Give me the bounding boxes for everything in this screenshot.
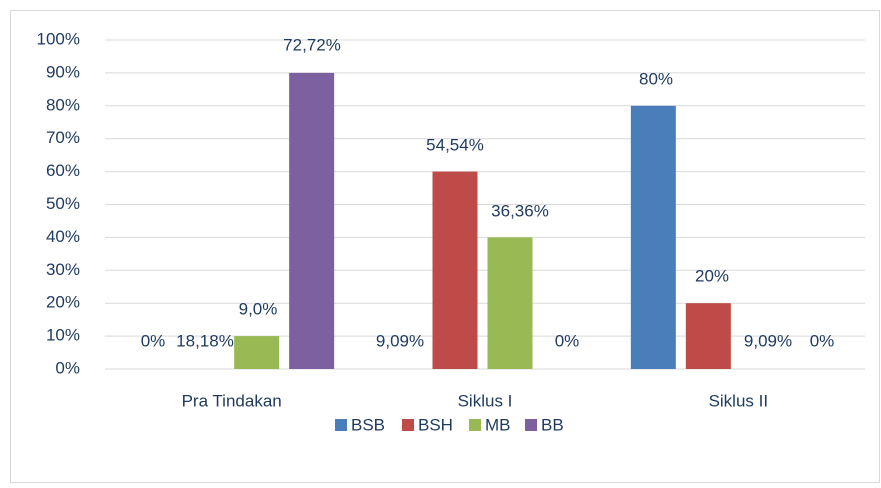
data-label: 72,72%: [283, 35, 341, 54]
x-tick-label: Siklus I: [458, 391, 513, 410]
legend-label: MB: [485, 415, 511, 434]
legend-swatch: [525, 419, 537, 431]
x-tick-label: Siklus II: [709, 391, 769, 410]
legend-swatch: [402, 419, 414, 431]
bar: [630, 105, 676, 370]
y-tick-label: 60%: [46, 161, 80, 180]
y-tick-label: 50%: [46, 194, 80, 213]
bar: [685, 303, 731, 369]
data-label: 9,09%: [376, 331, 424, 350]
data-label: 0%: [141, 331, 166, 350]
y-tick-label: 40%: [46, 227, 80, 246]
data-label: 9,0%: [239, 299, 278, 318]
legend-swatch: [469, 419, 481, 431]
x-tick-label: Pra Tindakan: [182, 391, 282, 410]
y-tick-label: 90%: [46, 62, 80, 81]
legend-label: BB: [541, 415, 564, 434]
bar: [289, 72, 335, 370]
data-label: 0%: [810, 331, 835, 350]
legend-swatch: [335, 419, 347, 431]
y-tick-label: 20%: [46, 293, 80, 312]
legend-label: BSB: [351, 415, 385, 434]
data-label: 0%: [555, 331, 580, 350]
data-label: 80%: [639, 69, 673, 88]
data-label: 54,54%: [426, 135, 484, 154]
y-tick-label: 0%: [55, 358, 80, 377]
bar: [487, 237, 533, 369]
data-label: 36,36%: [491, 201, 549, 220]
legend-label: BSH: [418, 415, 453, 434]
data-label: 9,09%: [744, 331, 792, 350]
y-tick-label: 80%: [46, 95, 80, 114]
bar: [234, 336, 280, 369]
y-tick-label: 100%: [37, 29, 80, 48]
bar: [432, 171, 478, 369]
data-label: 20%: [695, 266, 729, 285]
y-tick-label: 30%: [46, 260, 80, 279]
data-label: 18,18%: [176, 331, 234, 350]
y-tick-label: 70%: [46, 128, 80, 147]
y-tick-label: 10%: [46, 326, 80, 345]
